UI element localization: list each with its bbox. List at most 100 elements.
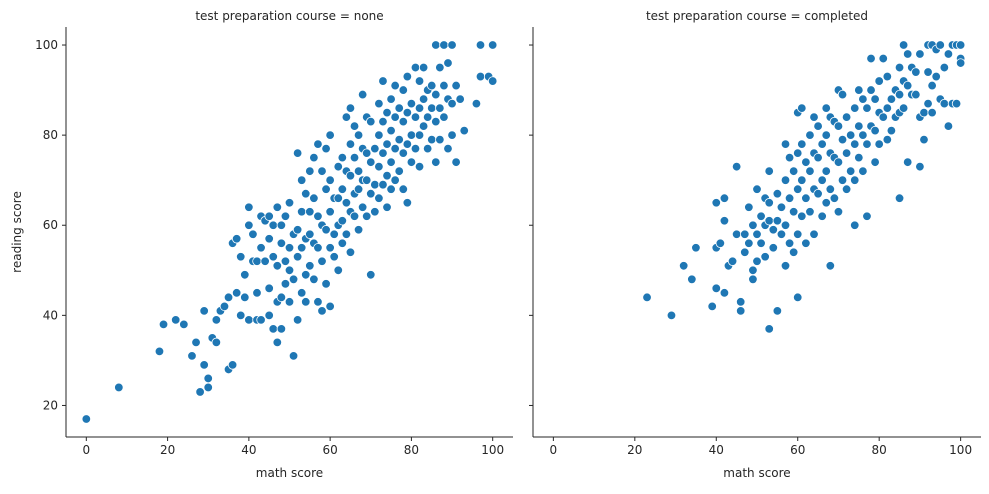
data-point [317,256,327,266]
data-point [451,80,461,91]
data-point [666,310,677,321]
data-point [357,89,368,100]
data-point [711,198,721,208]
data-point [272,337,283,348]
data-point [805,207,815,217]
data-point [313,297,323,307]
data-point [829,193,840,203]
data-point [284,198,295,208]
data-point [280,211,291,221]
data-point [788,166,799,176]
data-point [471,98,482,109]
data-point [227,360,238,370]
data-point [284,297,295,307]
data-point [378,76,388,86]
data-point [475,71,486,82]
data-point [382,202,392,212]
data-point [382,107,392,118]
data-point [902,80,913,91]
data-point [345,247,356,257]
data-point [687,274,697,285]
data-point [333,193,343,203]
y-tick-label: 20 [43,398,58,412]
x-tick-label: 100 [949,443,972,457]
data-point [439,80,449,91]
data-point [81,414,92,424]
data-point [390,112,400,122]
data-point [915,49,925,59]
data-point [841,184,852,194]
data-point [435,103,445,113]
x-tick-label: 80 [404,443,419,457]
data-point [793,148,803,158]
data-point [833,207,844,217]
data-point [349,121,360,131]
data-point [678,261,689,271]
data-point [370,207,380,217]
data-point [203,373,213,384]
data-point [329,229,339,239]
x-tick-label: 20 [160,443,175,457]
data-point [780,175,791,185]
data-point [866,53,876,64]
data-point [878,112,888,122]
data-point [341,229,352,239]
data-point [296,288,307,298]
data-point [752,256,762,266]
data-point [276,292,287,303]
data-point [366,189,376,199]
data-point [874,76,884,86]
data-point [317,166,327,176]
data-point [325,243,335,253]
data-point [837,89,848,100]
data-point [475,40,486,50]
data-point [874,139,884,149]
data-point [427,134,437,145]
data-point [276,238,287,248]
data-point [418,62,429,73]
data-point [406,157,417,167]
data-point [325,207,335,217]
data-point [374,193,384,203]
data-point [264,283,274,294]
data-point [349,152,360,163]
data-point [292,315,303,325]
data-point [731,161,742,172]
data-point [374,161,384,172]
data-point [784,238,795,248]
data-point [427,80,437,91]
data-point [748,220,758,230]
data-point [410,62,421,73]
data-point [801,238,811,248]
data-point [727,256,738,266]
data-point [642,292,652,303]
data-point [321,184,331,194]
data-point [943,49,954,59]
data-point [268,324,278,334]
data-point [374,130,384,140]
data-point [715,238,726,248]
data-point [817,211,827,221]
data-point [919,107,929,118]
data-point [345,139,356,149]
data-point [886,125,897,136]
data-point [911,67,921,77]
data-point [114,382,124,393]
data-point [264,310,274,321]
data-point [410,143,421,154]
data-point [264,234,274,244]
data-point [850,175,860,185]
data-point [902,157,913,167]
data-point [195,387,205,397]
data-point [955,58,966,68]
data-point [801,157,811,167]
data-point [325,175,335,185]
data-point [919,134,929,145]
data-point [219,301,230,312]
data-point [418,94,429,104]
data-point [756,211,766,221]
data-point [406,98,417,109]
data-point [223,292,234,303]
y-tick-label: 100 [35,38,58,52]
data-point [292,148,303,158]
